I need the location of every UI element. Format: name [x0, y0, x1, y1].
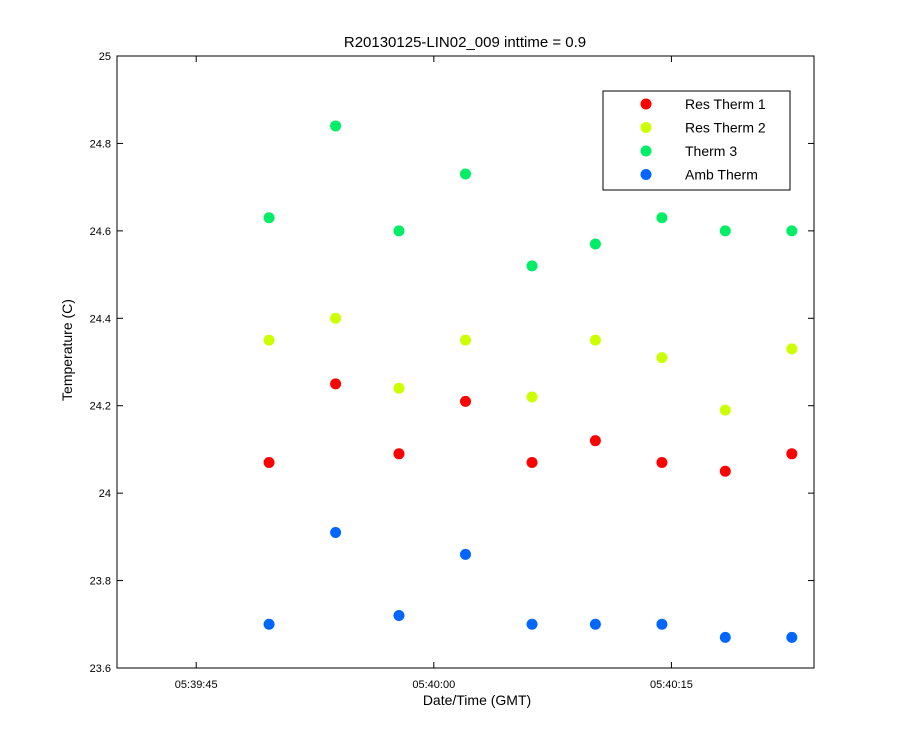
point-res-therm-2 [786, 343, 798, 355]
x-axis-label: Date/Time (GMT) [423, 692, 531, 708]
y-tick-label: 23.6 [90, 663, 111, 675]
point-res-therm-1 [656, 457, 668, 469]
point-amb-therm [263, 618, 275, 630]
legend: Res Therm 1 Res Therm 2 Therm 3 Amb Therm [602, 90, 791, 191]
point-therm-3 [526, 260, 538, 272]
point-therm-3 [719, 225, 731, 237]
point-res-therm-2 [589, 334, 601, 346]
y-tick-label: 24.4 [90, 313, 111, 325]
point-res-therm-1 [719, 465, 731, 477]
y-tick-label: 25 [99, 51, 111, 63]
legend-marker [640, 145, 652, 157]
legend-marker [640, 98, 652, 110]
point-amb-therm [719, 631, 731, 643]
legend-box [602, 90, 791, 191]
point-res-therm-2 [656, 352, 668, 364]
point-res-therm-2 [719, 404, 731, 416]
y-tick-label: 24.6 [90, 226, 111, 238]
point-therm-3 [330, 120, 342, 132]
x-tick-label: 05:40:00 [412, 679, 455, 691]
point-therm-3 [656, 212, 668, 224]
legend-label: Therm 3 [685, 143, 737, 159]
legend-label: Res Therm 1 [685, 96, 766, 112]
point-res-therm-2 [330, 312, 342, 324]
legend-label: Res Therm 2 [685, 120, 766, 136]
point-amb-therm [786, 631, 798, 643]
y-axis-label: Temperature (C) [59, 299, 75, 401]
legend-marker [640, 169, 652, 180]
y-tick-label: 24.8 [90, 138, 111, 150]
y-axis: 23.6 23.8 24 24.2 24.4 24.6 24.8 25 [90, 51, 814, 675]
chart-title: R20130125-LIN02_009 inttime = 0.9 [344, 34, 586, 51]
y-tick-label: 23.8 [90, 576, 111, 588]
x-axis: 05:39:45 05:40:00 05:40:15 [175, 56, 693, 691]
x-tick-label: 05:40:15 [650, 679, 693, 691]
data-points [263, 120, 798, 643]
point-res-therm-1 [526, 457, 538, 469]
legend-marker [640, 122, 652, 133]
point-res-therm-1 [589, 435, 601, 447]
point-amb-therm [330, 526, 342, 538]
x-tick-label: 05:39:45 [175, 679, 218, 691]
point-res-therm-2 [393, 382, 405, 394]
y-tick-label: 24.2 [90, 401, 111, 413]
point-amb-therm [526, 618, 538, 630]
point-therm-3 [460, 168, 471, 180]
point-therm-3 [263, 212, 275, 224]
point-amb-therm [393, 610, 405, 622]
point-amb-therm [460, 548, 471, 560]
point-res-therm-1 [263, 457, 275, 469]
point-amb-therm [589, 618, 601, 630]
point-therm-3 [589, 238, 601, 250]
point-res-therm-1 [460, 395, 471, 407]
point-res-therm-2 [263, 334, 275, 346]
point-res-therm-1 [330, 378, 342, 390]
point-res-therm-2 [460, 334, 471, 346]
point-res-therm-1 [393, 448, 405, 460]
point-res-therm-2 [526, 391, 538, 403]
point-therm-3 [786, 225, 798, 237]
point-res-therm-1 [786, 448, 798, 460]
point-amb-therm [656, 618, 668, 630]
y-tick-label: 24 [99, 488, 111, 500]
point-therm-3 [393, 225, 405, 237]
legend-label: Amb Therm [685, 167, 758, 183]
